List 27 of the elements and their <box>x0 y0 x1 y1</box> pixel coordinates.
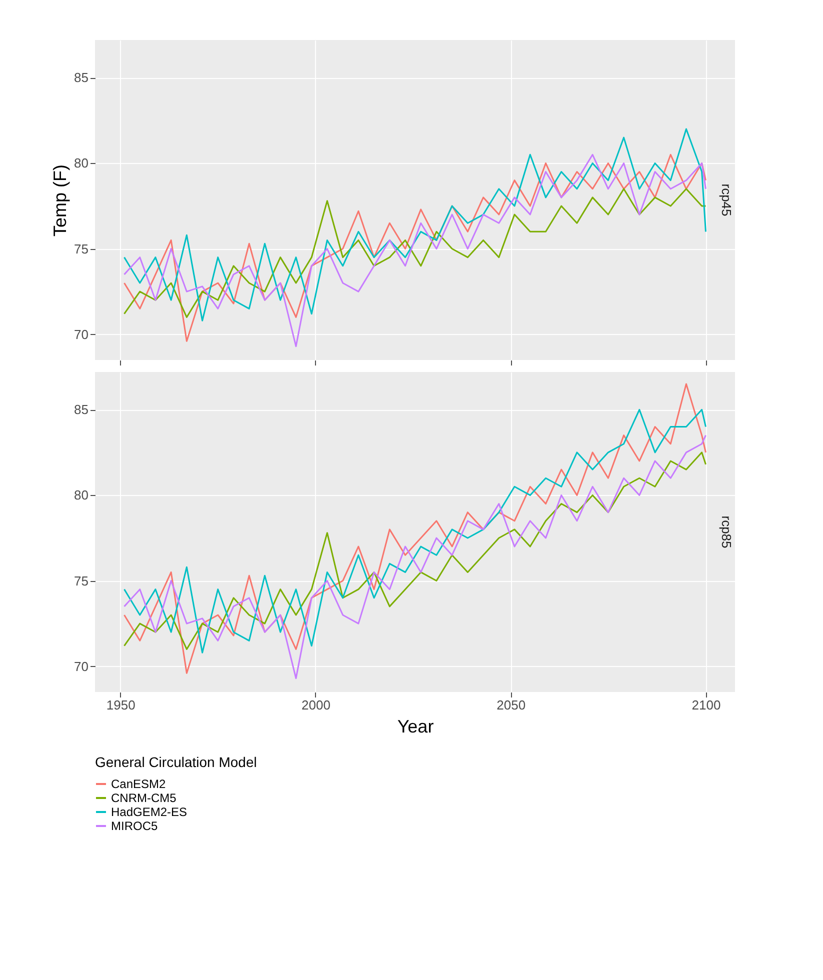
text: rcp45 <box>719 184 734 216</box>
x-tick-label: 2050 <box>496 698 526 712</box>
text: rcp85 <box>719 516 734 548</box>
x-tick-label: 2000 <box>302 698 330 712</box>
y-tick-label: 70 <box>74 658 88 674</box>
line-series <box>124 383 706 674</box>
legend-title: General Circulation Model <box>95 754 257 770</box>
line-series <box>124 128 706 322</box>
y-tick-label: 80 <box>74 488 88 503</box>
x-tick-label: 1950 <box>106 698 136 712</box>
legend-label: CanESM2 <box>111 777 166 791</box>
y-tick-label: 85 <box>74 402 88 418</box>
y-tick-label: 70 <box>74 326 88 342</box>
y-tick-label: 80 <box>74 156 88 171</box>
x-axis-title: Year <box>397 716 434 736</box>
y-tick-label: 85 <box>74 70 88 86</box>
y-tick-label: 75 <box>74 573 88 588</box>
line-series <box>124 434 706 680</box>
line-series <box>124 452 706 650</box>
legend-label: CNRM-CM5 <box>111 791 177 805</box>
y-tick-label: 75 <box>74 241 88 256</box>
line-series <box>124 188 706 318</box>
x-tick-label: 2100 <box>692 698 721 712</box>
line-series <box>124 408 706 654</box>
y-axis-title: Temp (F) <box>50 164 70 236</box>
legend-label: MIROC5 <box>111 819 158 833</box>
legend-label: HadGEM2-ES <box>111 805 188 819</box>
